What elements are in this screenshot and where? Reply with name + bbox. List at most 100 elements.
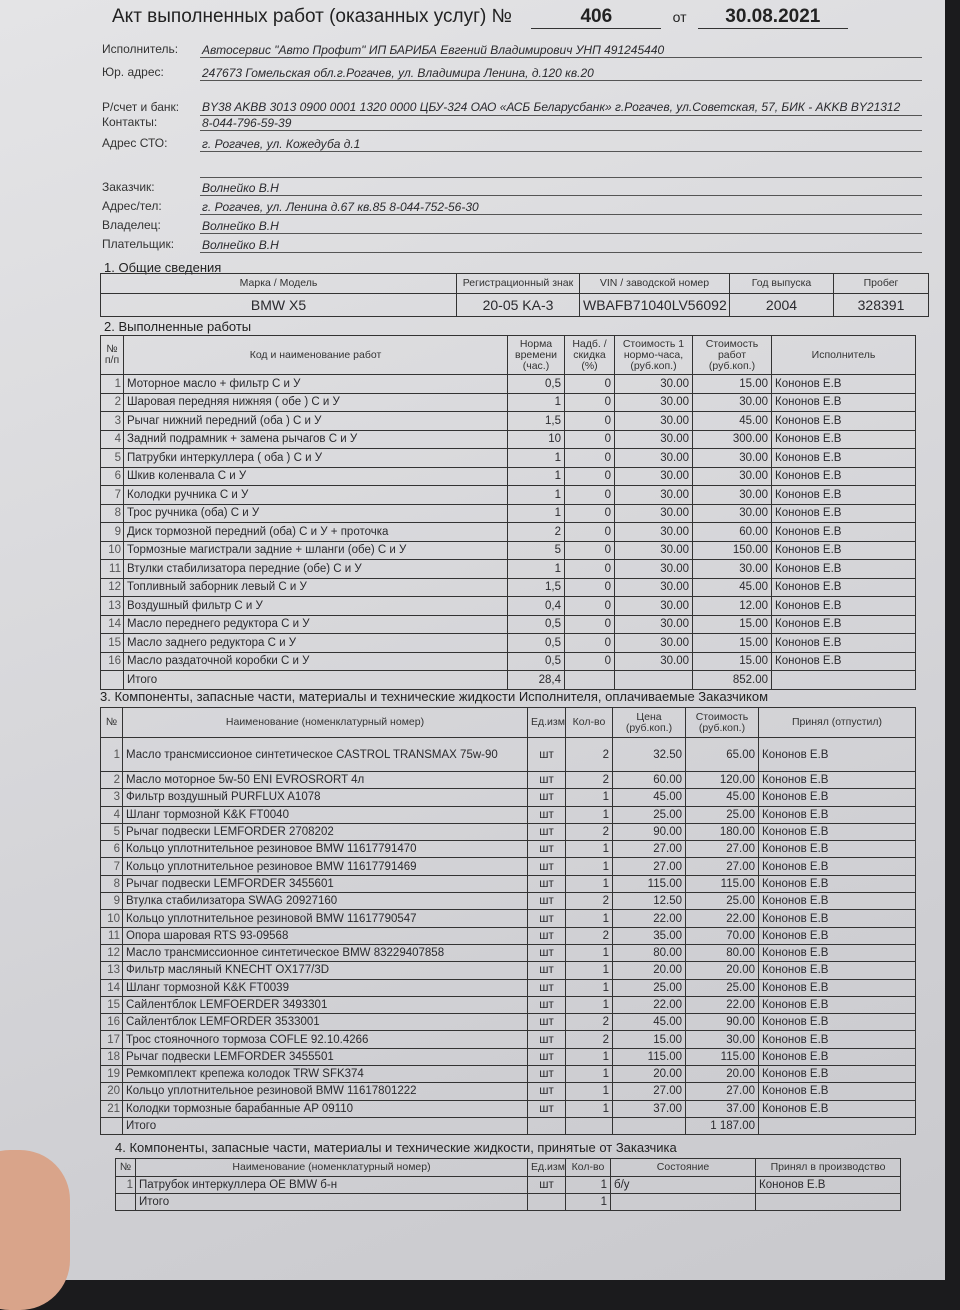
cell: 2 (100, 770, 123, 790)
cell: Кононов Е.В (758, 978, 916, 997)
field-label: Р/счет и банк: (102, 100, 180, 114)
cell: 15.00 (692, 614, 772, 634)
work-row: 4 Задний подрамник + замена рычагов С и У… (100, 429, 916, 449)
cell: Топливный заборник левый С и У (123, 577, 508, 597)
section1-title: 1. Общие сведения (104, 260, 222, 275)
cell: Кононов Е.В (771, 522, 916, 542)
section4-title: 4. Компоненты, запасные части, материалы… (115, 1140, 677, 1155)
field-label: Плательщик: (102, 237, 175, 251)
cell: 11 (100, 926, 123, 945)
cell: 30.00 (614, 651, 693, 671)
cell: 120.00 (685, 770, 759, 790)
part-row: 10 Кольцо уплотнительное резиновой BMW 11… (100, 909, 916, 928)
vehicle-row: BMW X5 20-05 KA-3 WBAFB71040LV56092 2004 328… (100, 293, 929, 317)
field-row: Владелец: Волнейко В.Н (102, 214, 922, 234)
cell: Фильтр воздушный PURFLUX A1078 (122, 788, 528, 807)
cell: Масло моторное 5w-50 ENI EVROSRORT 4л (122, 770, 528, 790)
cell: Кононов Е.В (771, 374, 916, 394)
cell: шт (527, 788, 566, 807)
cell: 0 (564, 466, 615, 486)
column-header: Кол-во (565, 707, 613, 738)
work-row: 10 Тормозные магистрали задние + шланги (… (100, 540, 916, 560)
cell: 30.00 (692, 559, 772, 579)
cell: Кононов Е.В (771, 392, 916, 412)
header-row: № Наименование (номенклатурный номер) Ед.и… (100, 707, 916, 738)
header-row: Марка / Модель Регистрационный знак VIN / … (100, 273, 929, 294)
cell (758, 1116, 916, 1136)
cell: 10 (100, 540, 124, 560)
cell: 20 (100, 1082, 123, 1101)
cell: 1,5 (507, 577, 565, 597)
cell (755, 1193, 901, 1211)
cell: 2 (565, 1013, 613, 1032)
cell: Кононов Е.В (771, 540, 916, 560)
column-header: Наименование (номенклатурный номер) (135, 1158, 528, 1177)
column-header: Норма времени (час.) (507, 335, 565, 375)
field-label: Заказчик: (102, 180, 155, 194)
cell: Кононов Е.В (771, 485, 916, 505)
work-row: 8 Трос ручника (оба) С и У 1 0 30.00 30.00 Кон… (100, 503, 916, 523)
cell: 30.00 (692, 392, 772, 412)
cell: Рычаг подвески LEMFORDER 2708202 (122, 822, 528, 842)
field-row: Адрес СТО: г. Рогачев, ул. Кожедуба д.1 (102, 132, 922, 152)
cell: 1 (565, 840, 613, 859)
cell: 0,5 (507, 614, 565, 634)
column-header: Состояние (610, 1158, 756, 1177)
cell: Кононов Е.В (755, 1176, 901, 1194)
cell: шт (527, 737, 566, 772)
cell: Патрубок интеркуллера OE BMW б-н (135, 1176, 528, 1194)
work-row: 5 Патрубки интеркуллера ( оба ) С и У 1 0 30… (100, 448, 916, 468)
cell: 0 (564, 522, 615, 542)
cell: 0 (564, 448, 615, 468)
cell: шт (527, 1099, 566, 1118)
cell: Патрубки интеркуллера ( оба ) С и У (123, 448, 508, 468)
cell: 3 (100, 788, 123, 807)
cell: Опора шаровая RTS 93-09568 (122, 926, 528, 945)
works-table: № п/п Код и наименование работ Норма време… (100, 335, 916, 690)
cell: 2 (565, 926, 613, 945)
cell: 0 (564, 503, 615, 523)
cell: 25.00 (685, 892, 759, 911)
cell: 1 (565, 1065, 613, 1084)
part-row: 3 Фильтр воздушный PURFLUX A1078 шт 1 45.00 4… (100, 788, 916, 807)
cell: шт (527, 1082, 566, 1101)
cell: шт (527, 892, 566, 911)
field-row: Плательщик: Волнейко В.Н (102, 233, 922, 253)
field-value: 8-044-796-59-39 (200, 116, 922, 131)
cell: Ремкомплект крепежа колодок TRW SFK374 (122, 1065, 528, 1084)
cell: 30.00 (614, 503, 693, 523)
cell: 45.00 (685, 788, 759, 807)
cell: 20.00 (612, 961, 686, 980)
column-header: Надб. / скидка (%) (564, 335, 615, 375)
cell: 12.50 (612, 892, 686, 911)
cell: 25.00 (685, 978, 759, 997)
cell: 0 (564, 540, 615, 560)
cell: 30.00 (614, 374, 693, 394)
cell: 32.50 (612, 737, 686, 772)
cell: Кононов Е.В (771, 577, 916, 597)
cell: 17 (100, 1030, 123, 1049)
cell: 30.00 (692, 485, 772, 505)
cell: 27.00 (612, 1082, 686, 1101)
field-value (200, 177, 922, 178)
cell: Диск тормозной передний (оба) С и У + пр… (123, 522, 508, 542)
cell (115, 1193, 136, 1211)
part-row: 2 Масло моторное 5w-50 ENI EVROSRORT 4л шт… (100, 770, 916, 790)
cell: шт (527, 1065, 566, 1084)
cell: 0 (564, 559, 615, 579)
cell: 2004 (729, 293, 834, 317)
cell: Кононов Е.В (758, 770, 916, 790)
cell: 2 (565, 737, 613, 772)
cell: Масло раздаточной коробки С и У (123, 651, 508, 671)
cell: 45.00 (612, 788, 686, 807)
cell: 30.00 (614, 559, 693, 579)
part-row: 7 Кольцо уплотнительное резиновое BMW 116… (100, 857, 916, 876)
cell: б/у (610, 1176, 756, 1194)
cell: 180.00 (685, 822, 759, 842)
cell: 45.00 (692, 577, 772, 597)
cell: WBAFB71040LV56092 (579, 293, 730, 317)
customer-parts-table: № Наименование (номенклатурный номер) Ед.и… (115, 1158, 901, 1211)
cell: 1 (565, 978, 613, 997)
part-row: 18 Рычаг подвески LEMFORDER 3455501 шт 1 115… (100, 1047, 916, 1067)
